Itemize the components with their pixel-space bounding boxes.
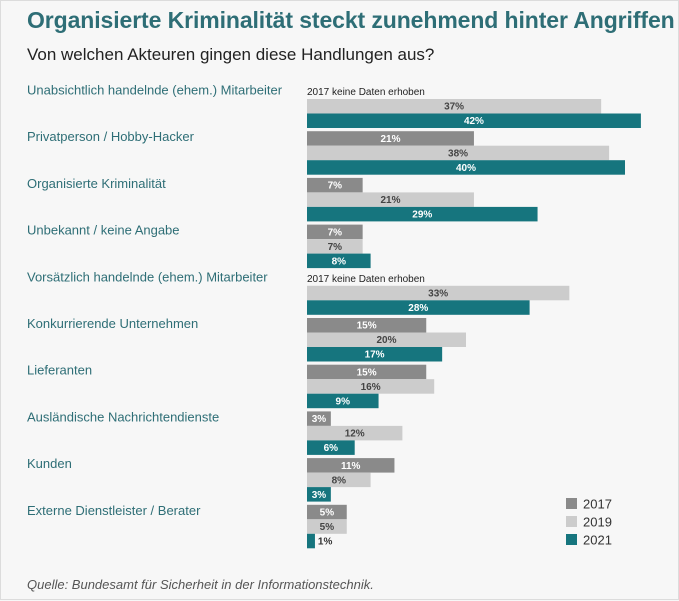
bar-2021 bbox=[307, 113, 641, 128]
value-label-2021: 1% bbox=[318, 537, 333, 548]
bar-2017 bbox=[307, 458, 395, 473]
value-label-2021: 42% bbox=[464, 116, 484, 127]
missing-data-note: 2017 keine Daten erhoben bbox=[307, 274, 425, 285]
value-label-2017: 15% bbox=[357, 367, 377, 378]
value-label-2019: 16% bbox=[361, 382, 381, 393]
value-label-2017: 21% bbox=[380, 134, 400, 145]
value-label-2017: 7% bbox=[328, 227, 343, 238]
value-label-2017: 7% bbox=[328, 181, 343, 192]
bar-2019 bbox=[307, 192, 474, 207]
bar-2021 bbox=[307, 393, 379, 409]
value-label-2017: 15% bbox=[357, 321, 377, 332]
category-label: Organisierte Kriminalität bbox=[27, 176, 166, 191]
legend-swatch-2017 bbox=[566, 498, 577, 509]
bar-2019 bbox=[307, 472, 371, 488]
value-label-2021: 40% bbox=[456, 163, 476, 174]
bar-2021 bbox=[307, 300, 530, 315]
chart-subtitle: Von welchen Akteuren gingen diese Handlu… bbox=[27, 45, 435, 64]
chart-title: Organisierte Kriminalität steckt zunehme… bbox=[27, 7, 675, 33]
category-label: Privatperson / Hobby-Hacker bbox=[27, 129, 195, 144]
bar-2017 bbox=[307, 318, 427, 333]
missing-data-note: 2017 keine Daten erhoben bbox=[307, 87, 425, 98]
category-label: Vorsätzlich handelnde (ehem.) Mitarbeite… bbox=[27, 269, 268, 284]
value-label-2019: 20% bbox=[376, 335, 396, 346]
value-label-2017: 5% bbox=[320, 508, 335, 519]
value-label-2021: 9% bbox=[336, 396, 351, 407]
legend-swatch-2021 bbox=[566, 534, 577, 545]
value-label-2021: 3% bbox=[312, 490, 327, 501]
value-label-2019: 5% bbox=[320, 522, 335, 533]
bar-2019 bbox=[307, 239, 363, 254]
bar-2019 bbox=[307, 332, 466, 347]
value-label-2017: 11% bbox=[341, 461, 361, 472]
legend-label-2017: 2017 bbox=[583, 497, 612, 512]
bar-2021 bbox=[307, 440, 355, 455]
bar-2019 bbox=[307, 519, 347, 534]
value-label-2017: 3% bbox=[312, 414, 327, 425]
bar-2017 bbox=[307, 504, 347, 520]
value-label-2021: 29% bbox=[412, 210, 432, 221]
category-label: Externe Dienstleister / Berater bbox=[27, 503, 201, 518]
value-label-2019: 7% bbox=[328, 242, 343, 253]
source-note: Quelle: Bundesamt für Sicherheit in der … bbox=[27, 577, 374, 592]
category-label: Konkurrierende Unternehmen bbox=[27, 316, 198, 331]
value-label-2019: 37% bbox=[444, 102, 464, 113]
value-label-2019: 38% bbox=[448, 148, 468, 159]
bar-2019 bbox=[307, 425, 403, 441]
category-label: Unabsichtlich handelnde (ehem.) Mitarbei… bbox=[27, 83, 283, 98]
bar-2017 bbox=[307, 177, 363, 193]
bar-2017 bbox=[307, 131, 474, 146]
value-label-2019: 12% bbox=[345, 429, 365, 440]
value-label-2019: 8% bbox=[332, 475, 347, 486]
bar-2019 bbox=[307, 145, 610, 161]
category-label: Ausländische Nachrichtendienste bbox=[27, 409, 219, 424]
category-label: Unbekannt / keine Angabe bbox=[27, 223, 180, 238]
bar-2019 bbox=[307, 379, 435, 394]
value-label-2021: 6% bbox=[324, 443, 339, 454]
category-label: Lieferanten bbox=[27, 363, 92, 378]
bar-2021 bbox=[307, 347, 443, 362]
legend-swatch-2019 bbox=[566, 516, 577, 527]
bar-2021 bbox=[307, 160, 625, 175]
value-label-2021: 8% bbox=[332, 256, 347, 267]
value-label-2021: 28% bbox=[408, 303, 428, 314]
bar-2021 bbox=[307, 253, 371, 269]
value-label-2019: 33% bbox=[428, 289, 448, 300]
bar-2017 bbox=[307, 411, 331, 426]
category-label: Kunden bbox=[27, 456, 72, 471]
bar-2017 bbox=[307, 224, 363, 240]
bar-2019 bbox=[307, 285, 570, 301]
bar-2021 bbox=[307, 206, 538, 222]
legend-label-2021: 2021 bbox=[583, 533, 612, 548]
value-label-2019: 21% bbox=[380, 195, 400, 206]
value-label-2021: 17% bbox=[365, 350, 385, 361]
legend-label-2019: 2019 bbox=[583, 515, 612, 530]
bar-2021 bbox=[307, 487, 331, 502]
bar-2021 bbox=[307, 533, 315, 549]
bar-2019 bbox=[307, 99, 602, 114]
bar-2017 bbox=[307, 364, 427, 380]
